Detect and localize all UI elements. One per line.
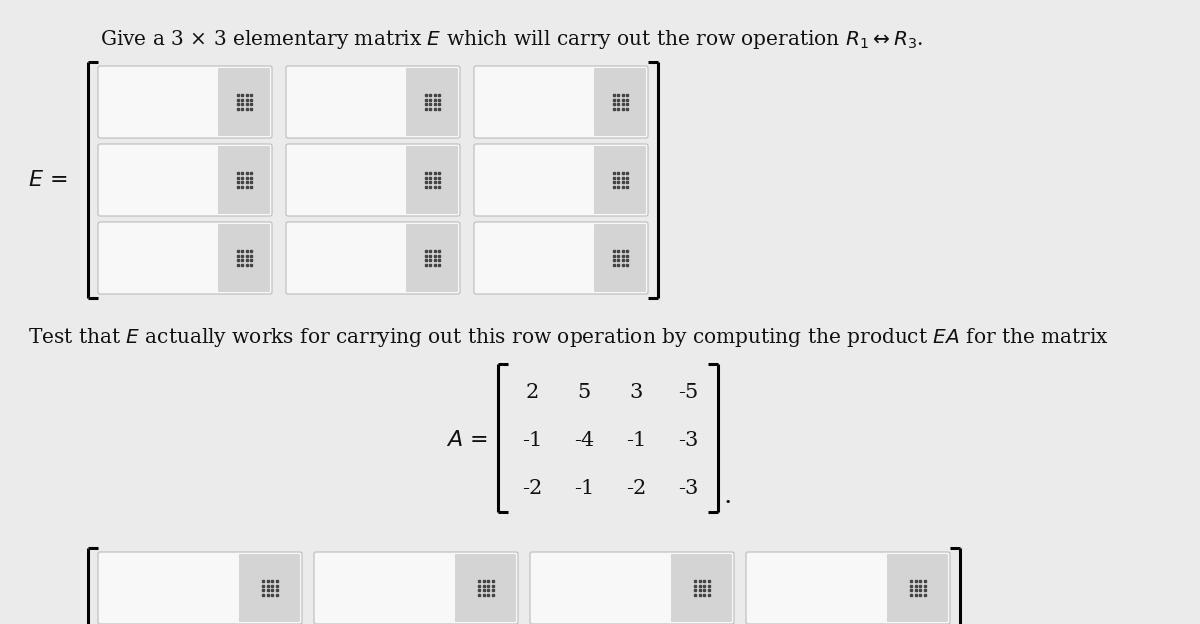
Text: -3: -3: [678, 431, 698, 449]
Text: Test that $E$ actually works for carrying out this row operation by computing th: Test that $E$ actually works for carryin…: [28, 326, 1109, 349]
FancyBboxPatch shape: [98, 66, 272, 138]
FancyBboxPatch shape: [746, 552, 950, 624]
FancyBboxPatch shape: [98, 222, 272, 294]
Text: $A$ =: $A$ =: [446, 429, 488, 451]
FancyBboxPatch shape: [594, 146, 646, 214]
Text: -5: -5: [678, 383, 698, 401]
Text: Give a 3 × 3 elementary matrix $E$ which will carry out the row operation $R_1 \: Give a 3 × 3 elementary matrix $E$ which…: [100, 28, 924, 51]
FancyBboxPatch shape: [594, 68, 646, 136]
Text: $E$ =: $E$ =: [28, 169, 67, 191]
FancyBboxPatch shape: [218, 68, 270, 136]
FancyBboxPatch shape: [286, 66, 460, 138]
FancyBboxPatch shape: [474, 66, 648, 138]
FancyBboxPatch shape: [887, 554, 948, 622]
Text: -3: -3: [678, 479, 698, 497]
FancyBboxPatch shape: [530, 552, 734, 624]
FancyBboxPatch shape: [286, 222, 460, 294]
Text: .: .: [724, 483, 732, 508]
Text: -2: -2: [522, 479, 542, 497]
Text: 5: 5: [577, 383, 590, 401]
Text: 2: 2: [526, 383, 539, 401]
FancyBboxPatch shape: [286, 144, 460, 216]
FancyBboxPatch shape: [98, 552, 302, 624]
FancyBboxPatch shape: [455, 554, 516, 622]
Text: -1: -1: [574, 479, 594, 497]
FancyBboxPatch shape: [218, 146, 270, 214]
Text: -1: -1: [522, 431, 542, 449]
Text: 3: 3: [629, 383, 643, 401]
FancyBboxPatch shape: [406, 68, 458, 136]
FancyBboxPatch shape: [314, 552, 518, 624]
FancyBboxPatch shape: [239, 554, 300, 622]
Text: -2: -2: [626, 479, 646, 497]
FancyBboxPatch shape: [594, 224, 646, 292]
FancyBboxPatch shape: [406, 146, 458, 214]
FancyBboxPatch shape: [406, 224, 458, 292]
Text: -4: -4: [574, 431, 594, 449]
Text: -1: -1: [626, 431, 646, 449]
FancyBboxPatch shape: [474, 222, 648, 294]
FancyBboxPatch shape: [671, 554, 732, 622]
FancyBboxPatch shape: [474, 144, 648, 216]
FancyBboxPatch shape: [98, 144, 272, 216]
FancyBboxPatch shape: [218, 224, 270, 292]
